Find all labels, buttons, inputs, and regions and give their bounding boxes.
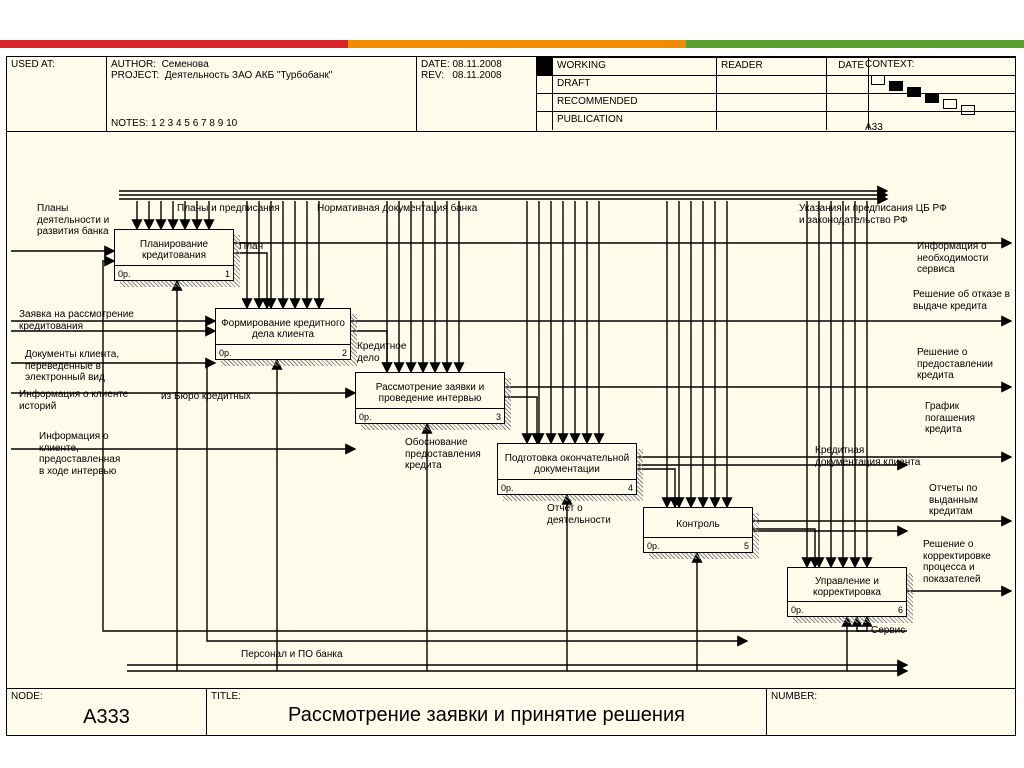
date-label: DATE: (421, 59, 450, 70)
author-value: Семенова (162, 59, 209, 70)
arrow-label: Решение об отказе в выдаче кредита (913, 289, 1010, 312)
activity-box-3: Рассмотрение заявки и проведение интервь… (355, 372, 505, 424)
title-cell: TITLE: Рассмотрение заявки и принятие ре… (207, 689, 767, 735)
context-label: CONTEXT: (865, 59, 1011, 70)
diagram-title: Рассмотрение заявки и принятие решения (211, 704, 762, 727)
arrow-label: Информация о необходимости сервиса (917, 241, 988, 276)
arrow-label: Документы клиента, переведенные в электр… (25, 349, 119, 384)
header: USED AT: AUTHOR: Семенова PROJECT: Деяте… (7, 57, 1015, 132)
arrow-label: Нормативная документация банка (317, 203, 477, 215)
activity-box-5: Контроль0р.5 (643, 507, 753, 553)
title-label: TITLE: (211, 691, 762, 702)
rev-label: REV: (421, 70, 444, 81)
status-working: WORKING (553, 58, 717, 76)
date-value: 08.11.2008 (453, 59, 502, 70)
arrow-label: Персонал и ПО банка (241, 649, 343, 661)
arrow-label: Указания и предписания ЦБ РФ и законодат… (799, 203, 947, 226)
arrow-label: Заявка на рассмотрение кредитования (19, 309, 134, 332)
date-cell: DATE: 08.11.2008 REV: 08.11.2008 (417, 57, 537, 131)
number-label: NUMBER: (771, 691, 1011, 702)
project-label: PROJECT: (111, 70, 159, 81)
arrow-label: Кредитная документация клиента (815, 445, 920, 468)
rev-value: 08.11.2008 (452, 70, 501, 81)
idef0-frame: USED AT: AUTHOR: Семенова PROJECT: Деяте… (6, 56, 1016, 736)
footer: NODE: A333 TITLE: Рассмотрение заявки и … (7, 688, 1015, 735)
arrow-label: Отчеты по выданным кредитам (929, 483, 978, 518)
notes: NOTES: 1 2 3 4 5 6 7 8 9 10 (111, 118, 237, 129)
activity-box-2: Формирование кредитного дела клиента0р.2 (215, 308, 351, 360)
activity-box-1: Планирование кредитования0р.1 (114, 229, 234, 281)
arrow-label: из Бюро кредитных (161, 391, 251, 403)
arrow-label: Отчет о деятельности (547, 503, 611, 526)
arrow-label: Кредитное дело (357, 341, 406, 364)
project-value: Деятельность ЗАО АКБ "Турбобанк" (165, 70, 332, 81)
node-label: NODE: (11, 691, 202, 702)
context-cell: CONTEXT: A33 (861, 57, 1015, 135)
diagram-area: Планирование кредитования0р.1 Формировани… (7, 131, 1015, 689)
arrow-label: График погашения кредита (925, 401, 975, 436)
node-cell: NODE: A333 (7, 689, 207, 735)
arrow-label: Планы деятельности и развития банка (37, 203, 109, 238)
node-code: A333 (11, 706, 202, 729)
arrow-label: Сервис (871, 625, 905, 637)
used-at-cell: USED AT: (7, 57, 107, 131)
arrow-label: План (239, 241, 263, 253)
status-draft: DRAFT (553, 76, 717, 94)
author-cell: AUTHOR: Семенова PROJECT: Деятельность З… (107, 57, 417, 131)
arrow-label: Планы и предписания (177, 203, 280, 215)
status-publication: PUBLICATION (553, 112, 717, 130)
arrow-label: Информация о клиенте (19, 389, 128, 401)
activity-box-4: Подготовка окончательной документации0р.… (497, 443, 637, 495)
number-cell: NUMBER: (767, 689, 1015, 735)
arrow-label: Обоснование предоставления кредита (405, 437, 481, 472)
arrow-label: Решение о корректировке процесса и показ… (923, 539, 991, 585)
color-banner (0, 40, 1024, 48)
status-recommended: RECOMMENDED (553, 94, 717, 112)
arrow-label: Решение о предоставлении кредита (917, 347, 993, 382)
arrow-label: историй (19, 401, 56, 413)
reader-label: READER (717, 58, 827, 76)
arrow-label: Информация о клиенте, предоставленная в … (39, 431, 120, 477)
author-label: AUTHOR: (111, 59, 156, 70)
activity-box-6: Управление и корректировка0р.6 (787, 567, 907, 617)
